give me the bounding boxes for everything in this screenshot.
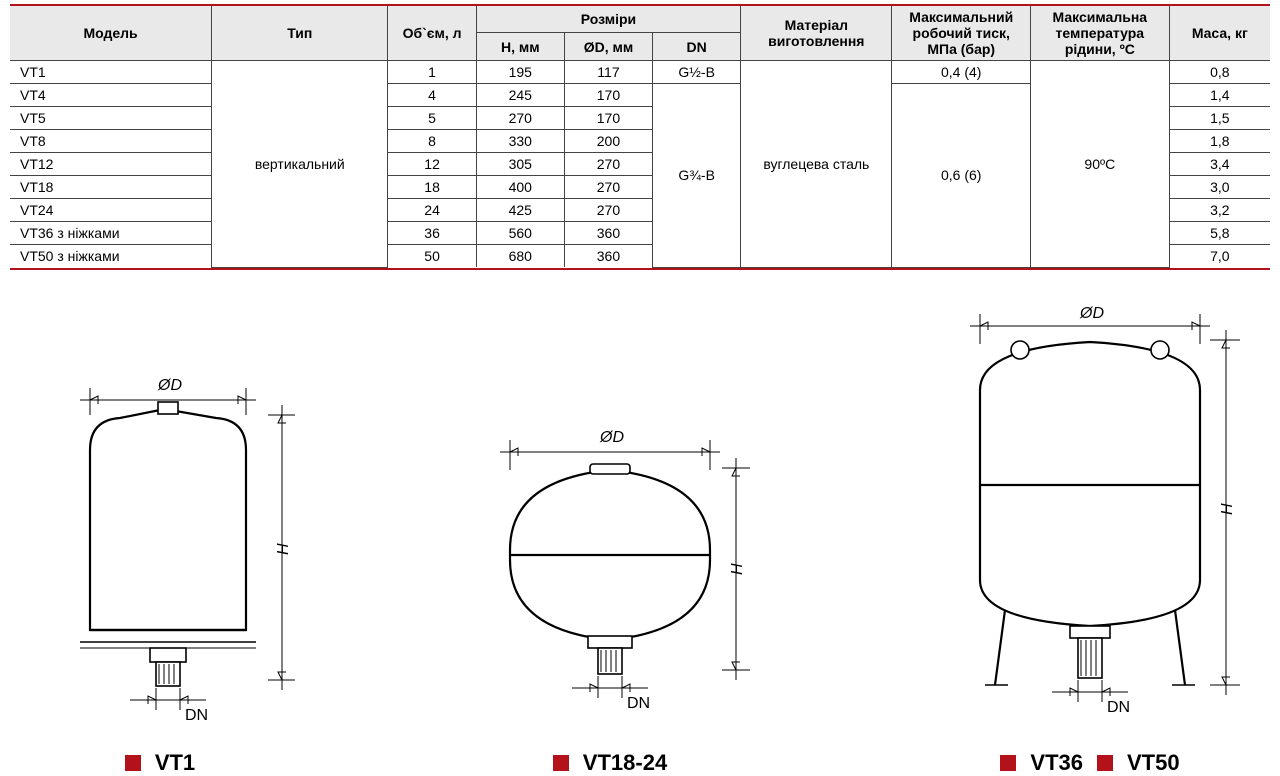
th-h: Н, мм	[476, 33, 564, 61]
cell-press: 0,4 (4)	[892, 61, 1031, 84]
cell-vol: 36	[388, 222, 476, 245]
diagram-label: VT1	[155, 750, 195, 776]
spec-table-wrapper: Модель Тип Об`єм, л Розміри Матеріал виг…	[10, 4, 1270, 270]
th-dn: DN	[653, 33, 741, 61]
cell-d: 270	[564, 153, 652, 176]
th-material: Матеріал виготовлення	[741, 6, 892, 61]
cell-model: VT5	[10, 107, 212, 130]
cell-d: 270	[564, 199, 652, 222]
dim-dn-label: DN	[627, 695, 650, 712]
cell-model: VT8	[10, 130, 212, 153]
th-type: Тип	[212, 6, 388, 61]
cell-d: 360	[564, 245, 652, 268]
cell-d: 117	[564, 61, 652, 84]
cell-dn: G½-B	[653, 61, 741, 84]
cell-material: вуглецева сталь	[741, 61, 892, 268]
diagram-label: VT18-24	[583, 750, 667, 776]
cell-type: вертикальний	[212, 61, 388, 268]
cell-mass: 3,2	[1169, 199, 1270, 222]
th-dims: Розміри	[476, 6, 741, 33]
dim-d-label: ØD	[157, 377, 182, 394]
cell-vol: 5	[388, 107, 476, 130]
cell-d: 170	[564, 84, 652, 107]
cell-temp: 90ºС	[1031, 61, 1170, 268]
red-square-icon	[1097, 755, 1113, 771]
diagram-vt18-24: ØD H	[450, 420, 770, 776]
cell-model: VT36 з ніжками	[10, 222, 212, 245]
dim-d-label: ØD	[1079, 305, 1104, 322]
dim-h-label: H	[275, 543, 292, 555]
th-d: ØD, мм	[564, 33, 652, 61]
dim-h-label: H	[729, 563, 746, 575]
cell-mass: 3,4	[1169, 153, 1270, 176]
cell-model: VT1	[10, 61, 212, 84]
cell-vol: 12	[388, 153, 476, 176]
cell-mass: 1,4	[1169, 84, 1270, 107]
cell-h: 560	[476, 222, 564, 245]
cell-press: 0,6 (6)	[892, 84, 1031, 268]
cell-mass: 0,8	[1169, 61, 1270, 84]
cell-vol: 8	[388, 130, 476, 153]
cell-h: 680	[476, 245, 564, 268]
dim-dn-label: DN	[1107, 699, 1130, 716]
cell-model: VT12	[10, 153, 212, 176]
cell-dn: G¾-B	[653, 84, 741, 268]
cell-model: VT18	[10, 176, 212, 199]
diagram-vt1: ØD H	[10, 360, 310, 776]
cell-model: VT24	[10, 199, 212, 222]
cell-vol: 1	[388, 61, 476, 84]
th-temp: Максимальна температура рідини, ºС	[1031, 6, 1170, 61]
th-model: Модель	[10, 6, 212, 61]
diagram-label: VT36	[1030, 750, 1083, 776]
cell-h: 270	[476, 107, 564, 130]
cell-h: 425	[476, 199, 564, 222]
cell-mass: 1,5	[1169, 107, 1270, 130]
cell-vol: 18	[388, 176, 476, 199]
red-square-icon	[553, 755, 569, 771]
cell-d: 360	[564, 222, 652, 245]
diagram-vt36-vt50: ØD H	[910, 300, 1270, 776]
red-square-icon	[125, 755, 141, 771]
cell-mass: 7,0	[1169, 245, 1270, 268]
dim-dn-label: DN	[185, 707, 208, 724]
cell-vol: 24	[388, 199, 476, 222]
cell-d: 270	[564, 176, 652, 199]
cell-h: 305	[476, 153, 564, 176]
cell-h: 195	[476, 61, 564, 84]
cell-d: 170	[564, 107, 652, 130]
th-mass: Маса, кг	[1169, 6, 1270, 61]
cell-d: 200	[564, 130, 652, 153]
cell-mass: 3,0	[1169, 176, 1270, 199]
th-press: Максимальний робочий тиск, МПа (бар)	[892, 6, 1031, 61]
dim-d-label: ØD	[599, 429, 624, 446]
red-square-icon	[1000, 755, 1016, 771]
cell-model: VT4	[10, 84, 212, 107]
cell-mass: 1,8	[1169, 130, 1270, 153]
cell-model: VT50 з ніжками	[10, 245, 212, 268]
th-volume: Об`єм, л	[388, 6, 476, 61]
cell-vol: 4	[388, 84, 476, 107]
spec-table: Модель Тип Об`єм, л Розміри Матеріал виг…	[10, 6, 1270, 268]
table-row: VT1вертикальний1195117G½-Bвуглецева стал…	[10, 61, 1270, 84]
dim-h-label: H	[1219, 503, 1236, 515]
cell-h: 330	[476, 130, 564, 153]
cell-h: 245	[476, 84, 564, 107]
cell-mass: 5,8	[1169, 222, 1270, 245]
diagram-label: VT50	[1127, 750, 1180, 776]
cell-h: 400	[476, 176, 564, 199]
diagrams-row: ØD H	[10, 300, 1270, 776]
cell-vol: 50	[388, 245, 476, 268]
